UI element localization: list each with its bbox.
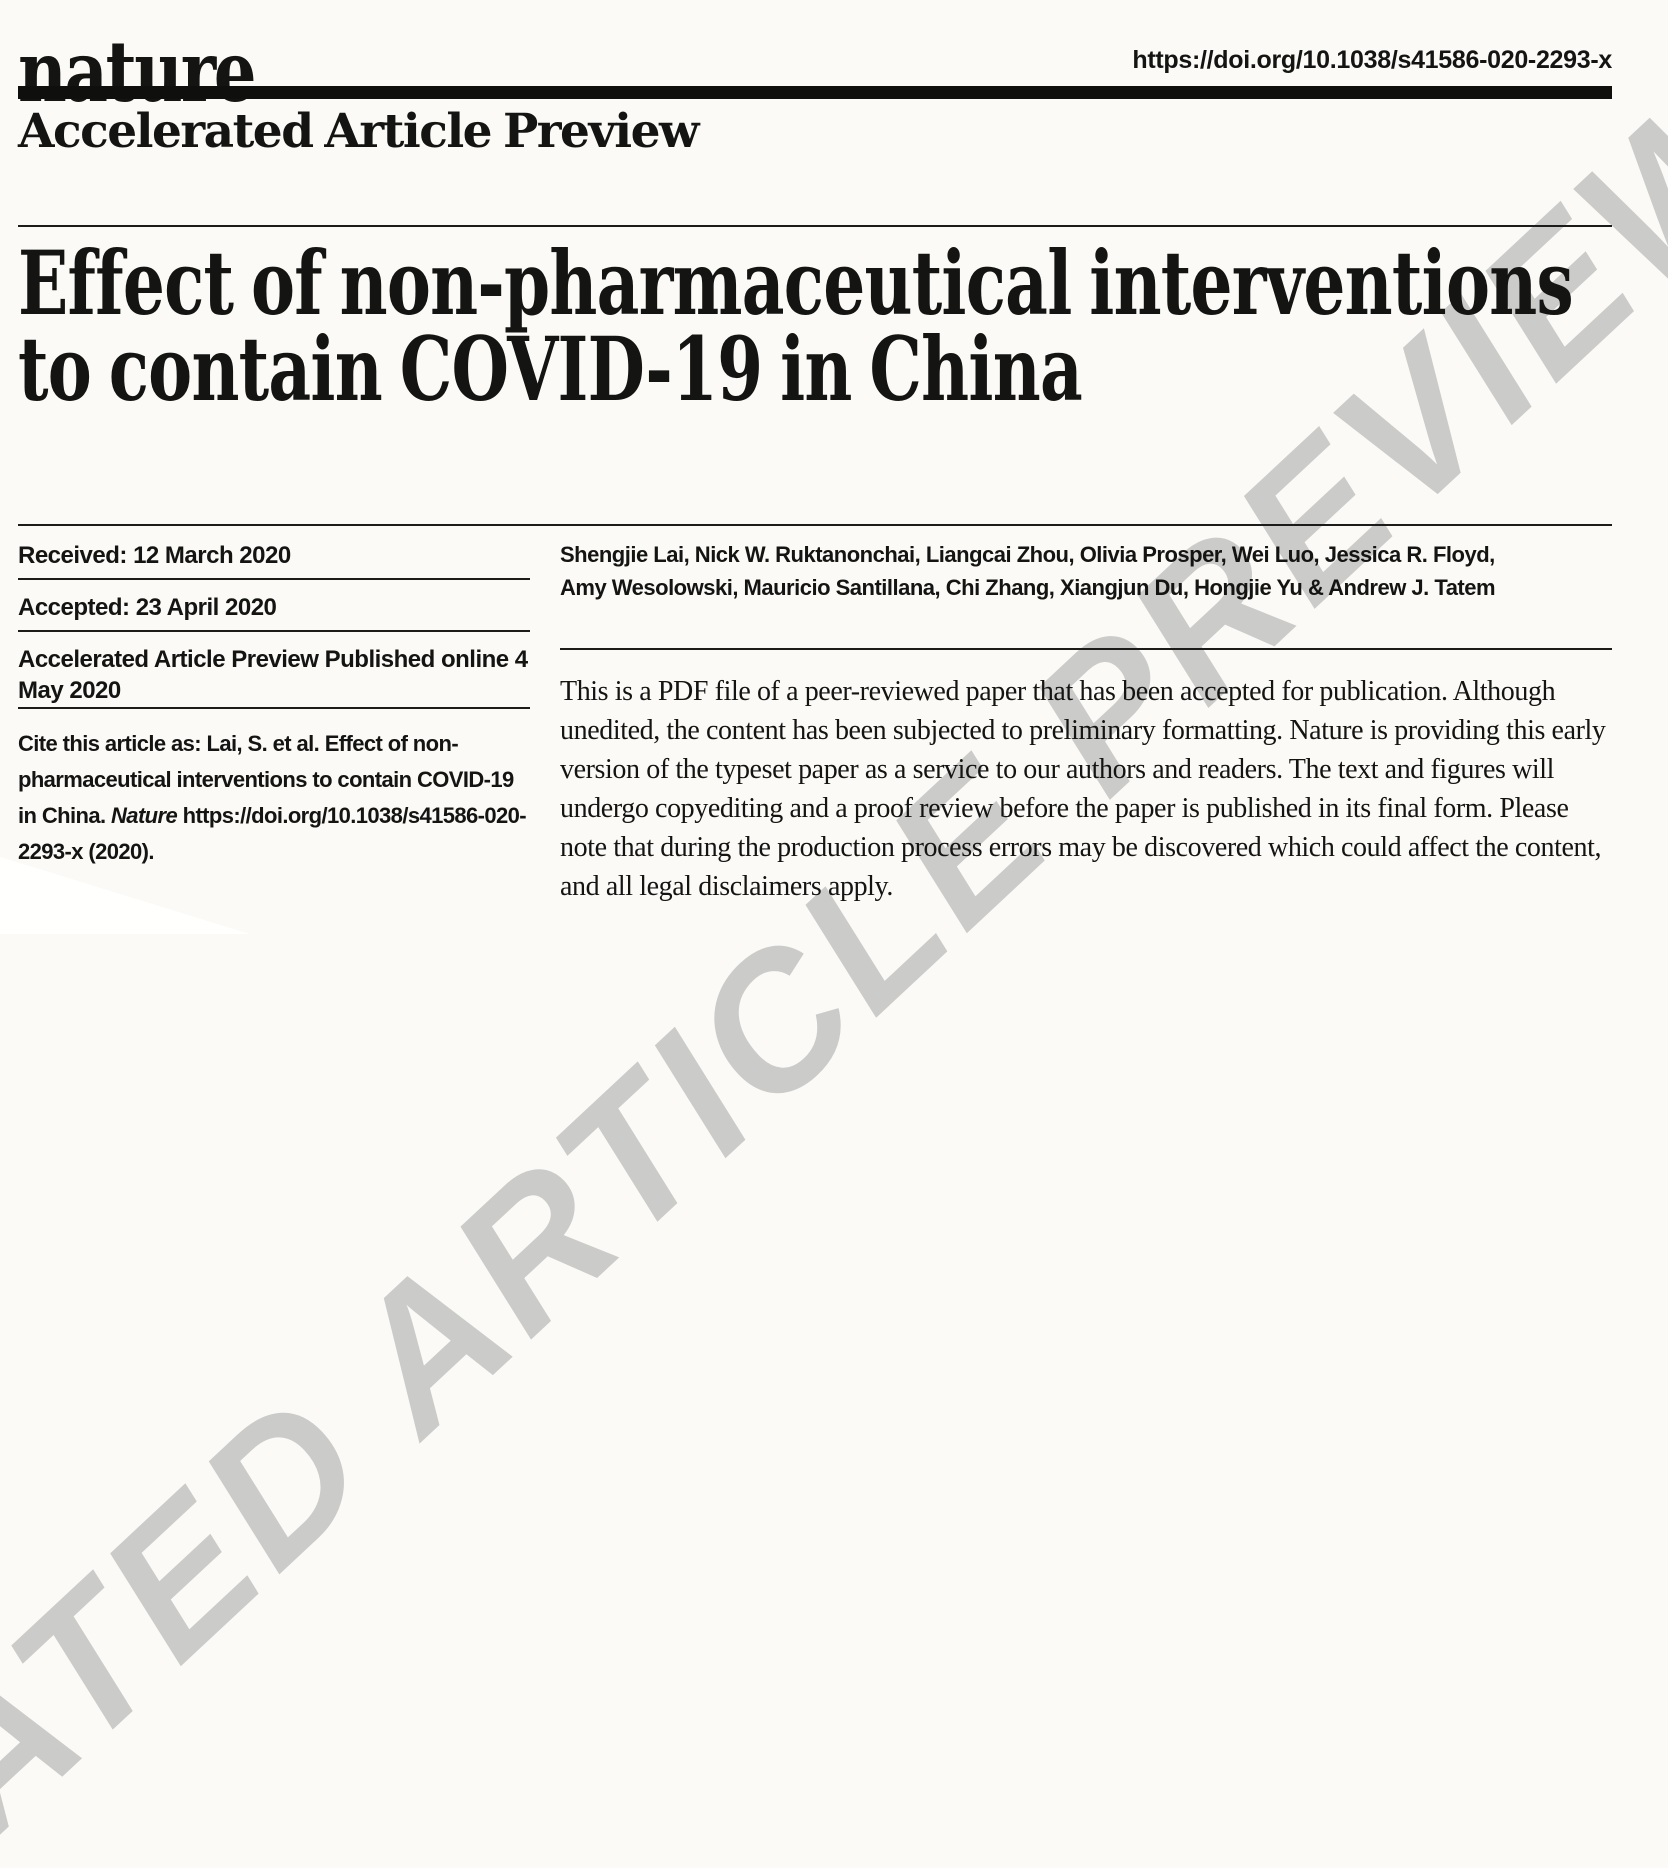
published-label: Accelerated Article Preview Published on… xyxy=(18,646,509,673)
author-line: Shengjie Lai, Nick W. Ruktanonchai, Lian… xyxy=(560,542,1495,567)
citation-journal-name: Nature xyxy=(111,803,178,828)
notice-top-rule xyxy=(560,648,1612,650)
citation-doi: https://doi.org/10.1038/s41586-020-2293-… xyxy=(18,803,527,864)
history-accepted: Accepted: 23 April 2020 xyxy=(18,592,530,623)
article-title: Effect of non-pharmaceutical interventio… xyxy=(18,231,1574,421)
article-preview-page: nature https://doi.org/10.1038/s41586-02… xyxy=(18,22,1620,902)
masthead-rule-thick xyxy=(18,86,1612,99)
author-list: Shengjie Lai, Nick W. Ruktanonchai, Lian… xyxy=(560,538,1620,604)
columns-top-rule xyxy=(18,524,1612,526)
section-kicker: Accelerated Article Preview xyxy=(18,104,699,159)
citation-note: Cite this article as: Lai, S. et al. Eff… xyxy=(18,726,530,870)
published-date: 4 May 2020 xyxy=(18,646,528,704)
nature-logo: nature xyxy=(18,22,256,121)
history-divider xyxy=(18,578,530,580)
received-label: Received: xyxy=(18,542,127,569)
accepted-date: 23 April 2020 xyxy=(135,594,277,621)
citation-text: Cite this article as: Lai, S. et al. Eff… xyxy=(18,731,514,828)
history-divider xyxy=(18,630,530,632)
history-divider xyxy=(18,707,530,709)
author-line: Amy Wesolowski, Mauricio Santillana, Chi… xyxy=(560,575,1496,600)
history-published: Accelerated Article Preview Published on… xyxy=(18,644,530,706)
accepted-label: Accepted: xyxy=(18,594,130,621)
preview-disclaimer-text: This is a PDF file of a peer-reviewed pa… xyxy=(560,676,1606,902)
doi-link[interactable]: https://doi.org/10.1038/s41586-020-2293-… xyxy=(1132,46,1612,74)
received-date: 12 March 2020 xyxy=(133,542,291,569)
title-top-rule xyxy=(18,225,1612,227)
history-received: Received: 12 March 2020 xyxy=(18,540,530,571)
